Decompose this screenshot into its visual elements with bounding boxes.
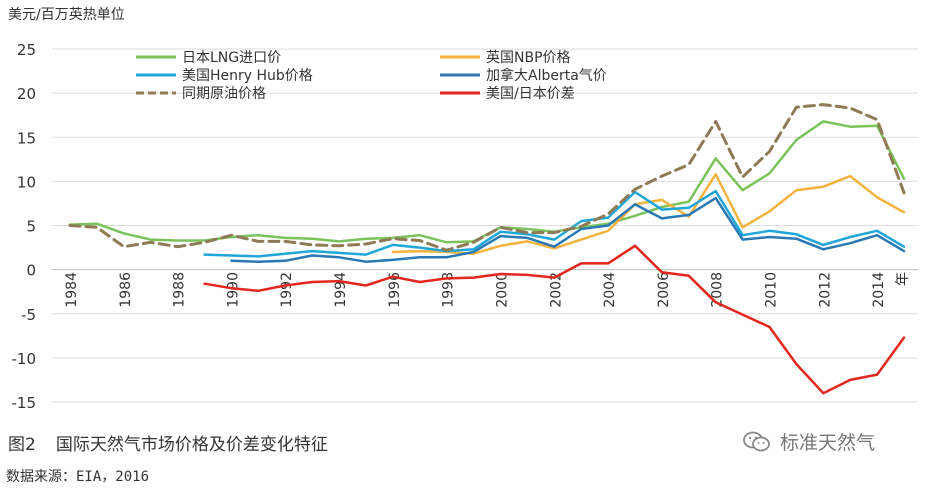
series-line-5 <box>203 244 906 395</box>
x-tick-label: 1990 <box>225 272 241 308</box>
legend-label: 加拿大Alberta气价 <box>486 67 607 84</box>
figure-number: 图2 <box>8 435 36 455</box>
wechat-icon <box>743 431 770 451</box>
y-tick-label: -5 <box>21 306 36 324</box>
x-tick-label: 1998 <box>441 272 457 308</box>
legend-label: 美国Henry Hub价格 <box>182 68 313 84</box>
y-tick-label: -10 <box>12 350 37 368</box>
x-unit-label: 年 <box>895 272 911 286</box>
x-axis-ticks: 1984 1986 1988 1990 1992 1994 1996 1998 2000 2002… <box>64 272 911 308</box>
watermark: 标准天然气 <box>742 428 875 455</box>
x-tick-label: 2006 <box>656 272 672 308</box>
grid <box>52 48 918 403</box>
y-tick-label: 10 <box>17 173 36 191</box>
x-tick-label: 1996 <box>387 272 403 308</box>
y-tick-label: 20 <box>17 85 36 103</box>
legend-label: 美国/日本价差 <box>486 86 575 102</box>
series-line-4 <box>68 103 906 252</box>
x-tick-label: 1988 <box>172 272 188 308</box>
x-tick-label: 1986 <box>118 272 134 308</box>
legend-label: 英国NBP价格 <box>486 49 571 66</box>
y-tick-label: 25 <box>17 41 36 59</box>
figure-caption: 图2 国际天然气市场价格及价差变化特征 <box>8 430 328 455</box>
x-tick-label: 1984 <box>64 272 80 308</box>
figure-title: 国际天然气市场价格及价差变化特征 <box>55 435 328 455</box>
y-axis-label: 美元/百万英热单位 <box>8 6 125 23</box>
data-source: 数据来源：EIA，2016 <box>6 469 150 485</box>
y-tick-label: 0 <box>26 262 36 280</box>
x-tick-label: 1994 <box>333 272 349 308</box>
x-tick-label: 1992 <box>279 272 295 308</box>
legend-label: 日本LNG进口价 <box>182 50 281 66</box>
y-axis-ticks: 25 20 15 10 5 0 -5 -10 -15 <box>12 41 37 412</box>
x-tick-label: 2012 <box>817 272 833 308</box>
x-tick-label: 2010 <box>763 272 779 308</box>
y-tick-label: 15 <box>17 129 36 147</box>
watermark-text: 标准天然气 <box>780 432 876 454</box>
legend-label: 同期原油价格 <box>182 86 266 102</box>
x-tick-label: 2000 <box>494 272 510 308</box>
x-tick-label: 2004 <box>602 272 618 308</box>
series-lines <box>68 103 906 395</box>
y-tick-label: -15 <box>12 394 37 412</box>
series-line-3 <box>230 196 906 263</box>
y-tick-label: 5 <box>26 218 36 236</box>
x-tick-label: 2002 <box>548 272 564 308</box>
x-tick-label: 2014 <box>871 272 887 308</box>
series-line-2 <box>203 189 906 258</box>
